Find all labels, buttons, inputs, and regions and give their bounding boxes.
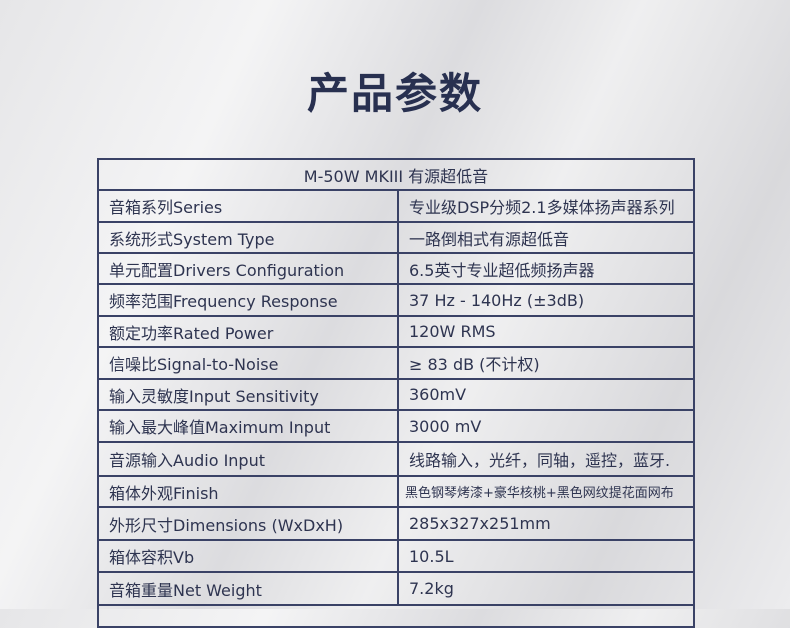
- table-row: 音箱重量Net Weight 7.2kg: [97, 571, 695, 606]
- spec-table: M-50W MKIII 有源超低音 音箱系列Series 专业级DSP分频2.1多…: [97, 158, 695, 628]
- spec-value: 6.5英寸专业超低频扬声器: [397, 252, 695, 285]
- spec-value: 120W RMS: [397, 315, 695, 348]
- spec-key: 系统形式System Type: [97, 221, 399, 254]
- spec-value: 专业级DSP分频2.1多媒体扬声器系列: [397, 189, 695, 223]
- spec-key: 单元配置Drivers Configuration: [97, 252, 399, 285]
- table-row: 系统形式System Type 一路倒相式有源超低音: [97, 221, 695, 254]
- spec-key: 音箱重量Net Weight: [97, 571, 399, 606]
- spec-key: 箱体外观Finish: [97, 475, 399, 508]
- spec-value: ≥ 83 dB (不计权): [397, 346, 695, 380]
- spec-value: 10.5L: [397, 539, 695, 573]
- table-row: 输入灵敏度Input Sensitivity 360mV: [97, 378, 695, 411]
- table-header-row: M-50W MKIII 有源超低音: [97, 158, 695, 191]
- spec-key: 音箱系列Series: [97, 189, 399, 223]
- table-row: 单元配置Drivers Configuration 6.5英寸专业超低频扬声器: [97, 252, 695, 285]
- spec-value: 7.2kg: [397, 571, 695, 606]
- spec-value: 285x327x251mm: [397, 506, 695, 541]
- spec-key: 箱体容积Vb: [97, 539, 399, 573]
- table-row: 信噪比Signal-to-Noise ≥ 83 dB (不计权): [97, 346, 695, 380]
- spec-value: 线路输入，光纤，同轴，遥控，蓝牙.: [397, 441, 695, 477]
- spec-key: 输入灵敏度Input Sensitivity: [97, 378, 399, 411]
- spec-key: 输入最大峰值Maximum Input: [97, 409, 399, 443]
- table-header: M-50W MKIII 有源超低音: [97, 158, 695, 191]
- spec-value: 黑色钢琴烤漆+豪华核桃+黑色网纹提花面网布: [397, 475, 695, 508]
- spec-key: 音源输入Audio Input: [97, 441, 399, 477]
- spec-value: 360mV: [397, 378, 695, 411]
- table-row: 额定功率Rated Power 120W RMS: [97, 315, 695, 348]
- table-row: 音箱系列Series 专业级DSP分频2.1多媒体扬声器系列: [97, 189, 695, 223]
- table-row: 外形尺寸Dimensions (WxDxH) 285x327x251mm: [97, 506, 695, 541]
- spec-key: 频率范围Frequency Response: [97, 283, 399, 317]
- table-row: 输入最大峰值Maximum Input 3000 mV: [97, 409, 695, 443]
- spec-value: 一路倒相式有源超低音: [397, 221, 695, 254]
- table-row: 箱体外观Finish 黑色钢琴烤漆+豪华核桃+黑色网纹提花面网布: [97, 475, 695, 508]
- spec-value: 3000 mV: [397, 409, 695, 443]
- spec-key: 外形尺寸Dimensions (WxDxH): [97, 506, 399, 541]
- spec-key: 额定功率Rated Power: [97, 315, 399, 348]
- spec-value: 37 Hz - 140Hz (±3dB): [397, 283, 695, 317]
- table-row: 音源输入Audio Input 线路输入，光纤，同轴，遥控，蓝牙.: [97, 441, 695, 477]
- table-row: 箱体容积Vb 10.5L: [97, 539, 695, 573]
- table-row: 频率范围Frequency Response 37 Hz - 140Hz (±3d…: [97, 283, 695, 317]
- spec-key: 信噪比Signal-to-Noise: [97, 346, 399, 380]
- table-row-empty: [97, 604, 695, 628]
- page-title: 产品参数: [306, 69, 483, 118]
